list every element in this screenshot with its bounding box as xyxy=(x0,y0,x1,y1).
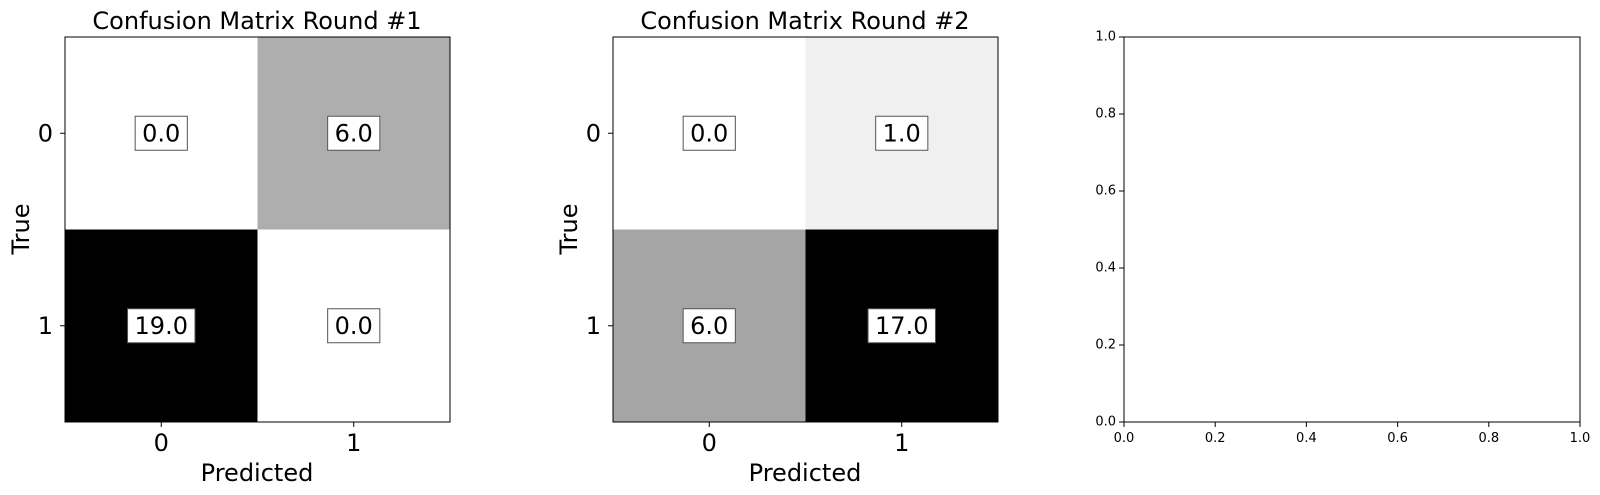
cell-value-label: 0.0 xyxy=(134,115,188,151)
cell-value-label: 6.0 xyxy=(327,115,381,151)
cell-value-text: 17.0 xyxy=(875,312,928,340)
cell-value-box xyxy=(327,308,381,344)
y-tick-label: 0 xyxy=(38,119,53,147)
x-tick-label: 0 xyxy=(702,429,717,457)
cell-value-box xyxy=(867,308,936,344)
x-tick-label: 0 xyxy=(154,429,169,457)
y-tick-label: 0.2 xyxy=(1095,338,1116,353)
x-tick-label: 0.2 xyxy=(1205,431,1226,446)
plot-frame xyxy=(64,36,451,423)
cell-value-label: 6.0 xyxy=(682,308,736,344)
cell-value-text: 0.0 xyxy=(142,119,180,147)
cell-value-text: 0.0 xyxy=(335,312,373,340)
cell-value-box xyxy=(682,308,736,344)
cell-value-box xyxy=(127,308,196,344)
empty-axes: 0.0 0.2 0.4 0.6 0.8 1.0 0.0 0.2 0.4 0.6 0.8 1.0 xyxy=(1095,30,1590,447)
cell-value-text: 6.0 xyxy=(335,119,373,147)
y-tick-label: 0.4 xyxy=(1095,261,1116,276)
x-tick-label: 1 xyxy=(346,429,361,457)
x-tick-label: 0.0 xyxy=(1114,431,1135,446)
y-tick-label: 0.8 xyxy=(1095,107,1116,122)
x-axis-label: Predicted xyxy=(201,459,314,487)
y-tick-label: 1 xyxy=(586,312,601,340)
cell-value-text: 1.0 xyxy=(883,119,921,147)
x-axis-label: Predicted xyxy=(749,459,862,487)
cell-value-label: 17.0 xyxy=(867,308,936,344)
cell-value-label: 1.0 xyxy=(875,115,929,151)
cell-value-box xyxy=(875,115,929,151)
y-tick-label: 0.0 xyxy=(1095,415,1116,430)
x-tick-label: 1.0 xyxy=(1570,431,1591,446)
chart-title: Confusion Matrix Round #1 xyxy=(92,7,421,35)
cell-value-label: 0.0 xyxy=(682,115,736,151)
confusion-matrix-1: Confusion Matrix Round #1 0.0 6.019.0 0.0 … xyxy=(7,7,451,487)
cell-value-box xyxy=(134,115,188,151)
confusion-matrix-2: Confusion Matrix Round #2 0.0 1.06.0 17.0 … xyxy=(555,7,999,487)
x-tick-label: 0.8 xyxy=(1478,431,1499,446)
y-tick-label: 1 xyxy=(38,312,53,340)
y-axis-label: True xyxy=(555,204,583,256)
plot-frame xyxy=(612,36,999,423)
y-axis-label: True xyxy=(7,204,35,256)
cell-value-box xyxy=(327,115,381,151)
y-tick-label: 0.6 xyxy=(1095,184,1116,199)
cell-value-text: 19.0 xyxy=(135,312,188,340)
x-tick-label: 0.4 xyxy=(1296,431,1317,446)
cell-value-text: 0.0 xyxy=(690,119,728,147)
plot-frame xyxy=(1123,36,1581,423)
y-tick-label: 1.0 xyxy=(1095,30,1116,45)
cell-value-label: 0.0 xyxy=(327,308,381,344)
y-tick-label: 0 xyxy=(586,119,601,147)
x-tick-label: 1 xyxy=(894,429,909,457)
cell-value-box xyxy=(682,115,736,151)
x-tick-label: 0.6 xyxy=(1387,431,1408,446)
cell-value-text: 6.0 xyxy=(690,312,728,340)
chart-title: Confusion Matrix Round #2 xyxy=(640,7,969,35)
cell-value-label: 19.0 xyxy=(127,308,196,344)
